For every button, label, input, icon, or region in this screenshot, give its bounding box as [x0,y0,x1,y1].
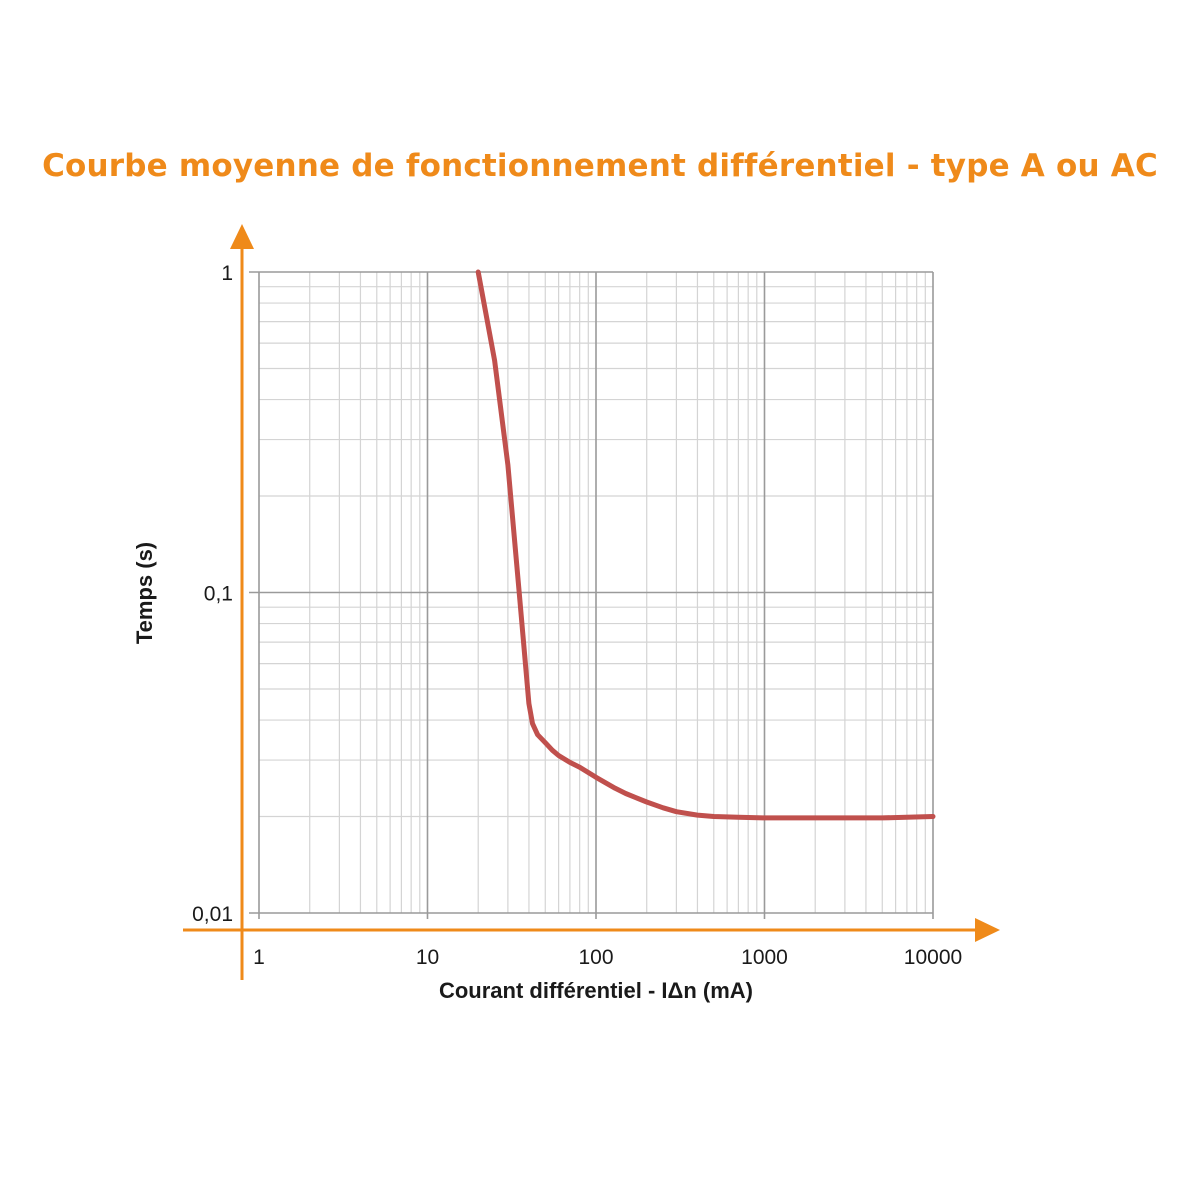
x-tick-label: 1 [253,946,265,969]
series-line [475,269,936,821]
x-tick-label: 10 [416,946,439,969]
y-tick-label: 1 [221,262,233,285]
x-tick-label: 100 [578,946,613,969]
chart-title: Courbe moyenne de fonctionnement différe… [42,148,1158,184]
series [475,269,936,821]
tick-labels: 1 10 100 1000 10000 0,01 0,1 1 [192,262,962,969]
y-axis-label: Temps (s) [132,542,157,644]
y-tick-label: 0,1 [204,583,233,606]
y-tick-label: 0,01 [192,903,233,926]
x-axis-label: Courant différentiel - IΔn (mA) [439,978,753,1003]
major-gridlines [249,271,934,919]
x-tick-label: 10000 [904,946,962,969]
x-tick-label: 1000 [741,946,788,969]
axes [183,224,1000,980]
x-axis-arrow [975,918,1000,942]
y-axis-arrow [230,224,254,249]
